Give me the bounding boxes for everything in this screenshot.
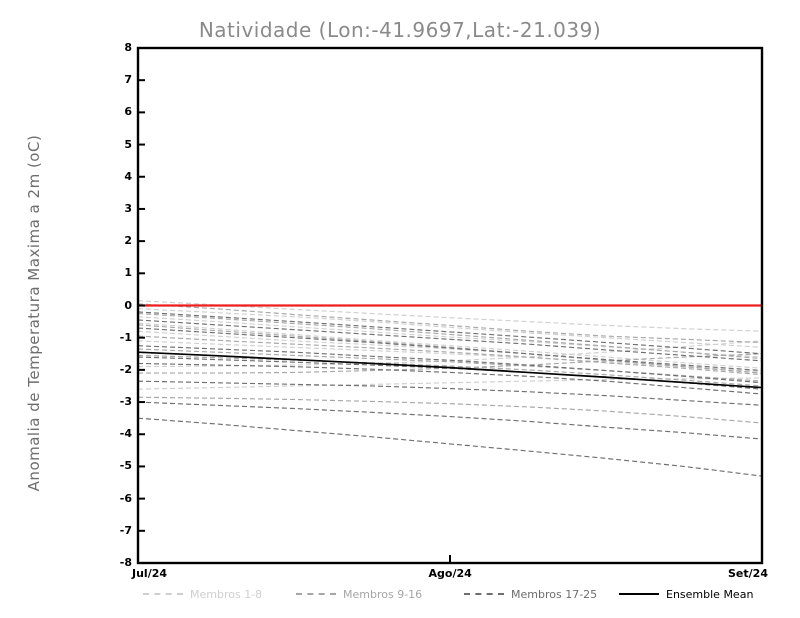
member-line	[137, 308, 763, 348]
member-line	[137, 335, 763, 376]
series-layer	[137, 300, 763, 477]
y-tick-label: -5	[119, 459, 132, 473]
y-tick-label: 0	[124, 298, 132, 312]
y-tick-label: 5	[124, 137, 132, 151]
member-line	[137, 312, 763, 360]
ensemble-mean-line	[137, 351, 763, 389]
member-line	[137, 319, 763, 362]
legend-label: Membros 17-25	[511, 587, 598, 601]
legend-swatch	[143, 593, 183, 595]
member-line	[137, 377, 763, 390]
axis-ticks	[137, 47, 763, 564]
y-tick-label: 3	[124, 201, 132, 215]
y-tick-label: -4	[119, 427, 132, 441]
y-tick-label: -3	[119, 395, 132, 409]
y-tick-label: -8	[119, 556, 132, 569]
member-line	[137, 311, 763, 355]
member-line	[137, 345, 763, 384]
chart-legend: Membros 1-8 Membros 9-16 Membros 17-25 Ense…	[0, 586, 800, 604]
member-line	[137, 303, 763, 344]
y-tick-label: 2	[124, 234, 132, 248]
member-line	[137, 362, 763, 395]
member-line	[137, 401, 763, 440]
y-tick-label: 4	[124, 169, 132, 183]
member-line	[137, 354, 763, 387]
legend-swatch	[296, 593, 336, 595]
y-tick-label: -2	[119, 362, 132, 376]
legend-item: Membros 1-8	[143, 586, 262, 602]
y-tick-label: -6	[119, 491, 132, 505]
member-line	[137, 330, 763, 374]
x-tick-label: Set/24	[728, 567, 768, 580]
y-tick-label: -7	[119, 523, 132, 537]
member-line	[137, 322, 763, 369]
legend-item: Membros 9-16	[296, 586, 422, 602]
legend-swatch	[464, 593, 504, 595]
x-tick-label: Jul/24	[132, 567, 168, 580]
legend-label: Membros 1-8	[190, 587, 263, 601]
legend-label: Membros 9-16	[343, 587, 423, 601]
y-tick-label: 8	[124, 41, 132, 54]
member-line	[137, 324, 763, 374]
legend-swatch	[619, 593, 659, 595]
y-tick-label: 6	[124, 105, 132, 119]
member-line	[137, 327, 763, 372]
y-tick-label: 1	[124, 266, 132, 280]
member-line	[137, 417, 763, 477]
legend-item: Membros 17-25	[464, 586, 597, 602]
legend-label: Ensemble Mean	[666, 587, 754, 601]
member-line	[137, 396, 763, 424]
x-tick-label: Ago/24	[428, 567, 472, 580]
member-line	[137, 380, 763, 406]
chart-title: Natividade (Lon:-41.9697,Lat:-21.039)	[198, 18, 602, 42]
y-tick-label: -1	[119, 330, 132, 344]
y-tick-label: 7	[124, 73, 132, 87]
legend-item: Ensemble Mean	[619, 586, 753, 602]
